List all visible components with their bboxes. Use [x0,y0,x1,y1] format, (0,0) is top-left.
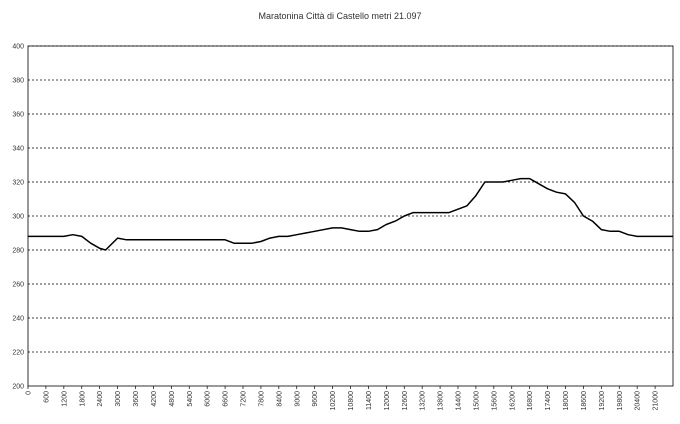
y-tick-label: 360 [12,112,24,119]
x-tick-label: 20400 [635,391,642,411]
series-line [28,177,673,251]
x-tick-label: 15600 [491,391,498,411]
y-tick-label: 200 [12,384,24,391]
y-tick-labels: 200 220 240 260 280 300 320 340 360 380 400 [12,44,24,391]
x-tick-label: 6000 [205,391,212,407]
y-tick-label: 280 [12,248,24,255]
x-tick-label: 18000 [563,391,570,411]
x-tick-label: 18600 [581,391,588,411]
x-tick-label: 16200 [509,391,516,411]
axis-layer [27,45,674,389]
y-tick-label: 400 [12,44,24,51]
x-tick-label: 12000 [384,391,391,411]
y-tick-label: 300 [12,214,24,221]
x-tick-label: 4200 [151,391,158,407]
x-tick-label: 1200 [61,391,68,407]
x-tick-label: 3000 [115,391,122,407]
x-tick-label: 0 [26,391,33,395]
series-layer [28,177,673,251]
x-tick-labels: 0 600 1200 1800 2400 3000 3600 4200 4800 5400 6000… [26,391,660,411]
x-tick-label: 21000 [653,391,660,411]
x-tick-label: 14400 [456,391,463,411]
x-tick-label: 4800 [169,391,176,407]
chart-title: Maratonina Città di Castello metri 21.09… [258,11,421,21]
x-tick-label: 3600 [133,391,140,407]
x-tick-label: 8400 [276,391,283,407]
x-tick-label: 1800 [79,391,86,407]
y-tick-label: 340 [12,146,24,153]
x-tick-label: 10800 [348,391,355,411]
y-tick-label: 220 [12,350,24,357]
x-tick-label: 9000 [294,391,301,407]
x-tick-label: 10200 [330,391,337,411]
y-tick-label: 380 [12,78,24,85]
x-tick-label: 15000 [473,391,480,411]
x-tick-label: 9600 [312,391,319,407]
x-tick-label: 5400 [187,391,194,407]
x-tick-label: 7800 [258,391,265,407]
x-tick-label: 19800 [617,391,624,411]
x-tick-label: 19200 [599,391,606,411]
x-tick-label: 17400 [545,391,552,411]
y-tick-label: 240 [12,316,24,323]
x-tick-label: 13800 [438,391,445,411]
x-tick-label: 12600 [402,391,409,411]
x-tick-label: 6600 [223,391,230,407]
y-tick-label: 320 [12,180,24,187]
grid-layer [28,45,673,353]
x-tick-label: 7200 [241,391,248,407]
x-tick-label: 600 [43,391,50,403]
x-tick-label: 2400 [97,391,104,407]
x-tick-label: 16800 [527,391,534,411]
x-tick-label: 13200 [420,391,427,411]
x-tick-label: 11400 [366,391,373,410]
y-tick-label: 260 [12,282,24,289]
